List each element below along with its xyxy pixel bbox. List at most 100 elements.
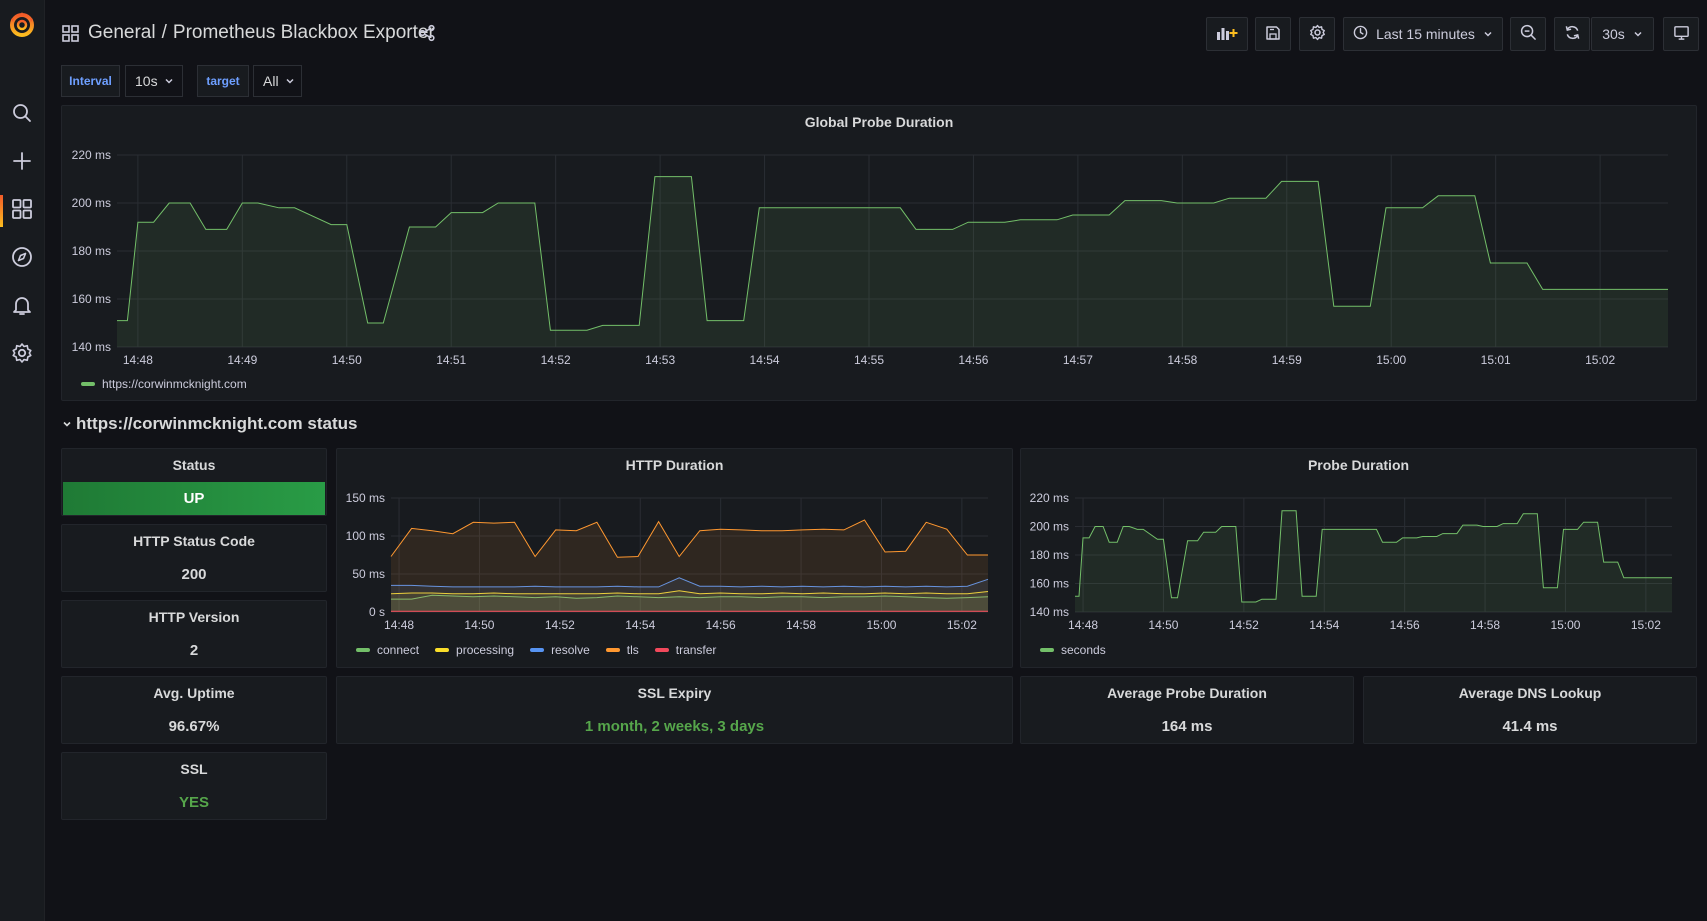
x-tick-label: 14:48 bbox=[1068, 618, 1098, 632]
series-line-resolve[interactable] bbox=[391, 577, 989, 588]
http-duration-panel: HTTP Duration 0 s 50 ms 100 ms 150 ms 14:48 1… bbox=[336, 448, 1013, 668]
stat-value: 164 ms bbox=[1161, 718, 1213, 735]
series-line-processing[interactable] bbox=[390, 590, 989, 595]
series-line-https-corwinmcknight-com[interactable] bbox=[117, 176, 1668, 331]
status-panel: Status UP bbox=[61, 448, 327, 516]
http-duration-chart[interactable]: 0 s 50 ms 100 ms 150 ms 14:48 14:50 14:52 14:54… bbox=[337, 449, 1014, 669]
active-indicator bbox=[0, 195, 3, 227]
zoom-out-button[interactable] bbox=[1510, 17, 1546, 51]
x-tick-label: 14:58 bbox=[786, 618, 816, 632]
time-range-label: Last 15 minutes bbox=[1376, 26, 1475, 42]
add-panel-button[interactable] bbox=[1206, 17, 1248, 51]
panel-title[interactable]: Probe Duration bbox=[1307, 457, 1410, 473]
settings-icon[interactable] bbox=[9, 340, 35, 366]
legend-item[interactable]: transfer bbox=[654, 643, 717, 657]
x-tick-label: 14:50 bbox=[464, 618, 494, 632]
panel-title[interactable]: HTTP Duration bbox=[625, 457, 724, 473]
x-tick-label: 14:54 bbox=[1309, 618, 1339, 632]
panel-title[interactable]: HTTP Version bbox=[148, 609, 240, 625]
stat-value: 41.4 ms bbox=[1502, 718, 1558, 735]
chart-legend: seconds bbox=[1040, 643, 1106, 657]
legend-swatch bbox=[356, 648, 370, 652]
panel-title[interactable]: Average DNS Lookup bbox=[1458, 685, 1602, 701]
legend-item[interactable]: tls bbox=[605, 643, 639, 657]
legend-item[interactable]: resolve bbox=[530, 643, 590, 657]
x-tick-label: 15:01 bbox=[1481, 353, 1511, 367]
legend-item[interactable]: seconds bbox=[1040, 643, 1106, 657]
x-tick-label: 15:02 bbox=[1631, 618, 1661, 632]
refresh-button[interactable] bbox=[1554, 17, 1590, 51]
legend-label: processing bbox=[456, 643, 515, 657]
tv-mode-button[interactable] bbox=[1663, 17, 1699, 51]
chevron-down-icon bbox=[285, 73, 295, 89]
refresh-interval-picker[interactable]: 30s bbox=[1591, 17, 1654, 51]
legend-swatch bbox=[654, 648, 669, 652]
series-line-tls[interactable] bbox=[390, 519, 988, 558]
target-variable-label: target bbox=[197, 65, 249, 97]
x-tick-label: 14:49 bbox=[227, 353, 257, 367]
legend-item[interactable]: connect bbox=[356, 643, 419, 657]
y-tick-label: 0 s bbox=[369, 605, 385, 619]
legend-item[interactable]: https://corwinmcknight.com bbox=[81, 377, 247, 391]
row-title: https://corwinmcknight.com status bbox=[76, 414, 358, 433]
grafana-logo[interactable] bbox=[7, 10, 37, 40]
y-tick-label: 150 ms bbox=[346, 491, 385, 505]
x-tick-label: 15:00 bbox=[1376, 353, 1406, 367]
plus-icon[interactable] bbox=[9, 148, 35, 174]
alerting-icon[interactable] bbox=[9, 292, 35, 318]
dashboard-title[interactable]: Prometheus Blackbox Exporter bbox=[172, 22, 435, 43]
chevron-down-icon bbox=[164, 73, 174, 89]
sidebar bbox=[0, 0, 45, 921]
panel-title[interactable]: Status bbox=[172, 457, 216, 473]
dashboards-icon[interactable] bbox=[9, 196, 35, 222]
x-tick-label: 14:48 bbox=[384, 618, 414, 632]
target-variable-select[interactable]: All bbox=[253, 65, 302, 97]
y-tick-label: 220 ms bbox=[1030, 491, 1069, 505]
y-tick-label: 50 ms bbox=[352, 567, 385, 581]
save-dashboard-button[interactable] bbox=[1255, 17, 1291, 51]
series-line-connect[interactable] bbox=[391, 594, 989, 600]
x-tick-label: 14:56 bbox=[1390, 618, 1420, 632]
ssl-expiry-panel: SSL Expiry 1 month, 2 weeks, 3 days bbox=[336, 676, 1013, 744]
y-tick-label: 140 ms bbox=[1030, 605, 1069, 619]
legend-label: connect bbox=[377, 643, 420, 657]
save-icon bbox=[1265, 25, 1281, 44]
refresh-interval-label: 30s bbox=[1602, 26, 1625, 42]
stat-value: 2 bbox=[189, 642, 199, 659]
global-probe-duration-chart[interactable]: 140 ms 160 ms 180 ms 200 ms 220 ms 14:48 14:49… bbox=[62, 106, 1698, 402]
x-tick-label: 15:00 bbox=[866, 618, 896, 632]
panel-title[interactable]: Global Probe Duration bbox=[804, 114, 954, 130]
interval-variable-label: Interval bbox=[61, 65, 120, 97]
x-tick-label: 14:58 bbox=[1167, 353, 1197, 367]
dashboard-settings-button[interactable] bbox=[1299, 17, 1335, 51]
panel-title[interactable]: Avg. Uptime bbox=[153, 685, 235, 701]
legend-label: resolve bbox=[551, 643, 590, 657]
time-picker-button[interactable]: Last 15 minutes bbox=[1343, 17, 1503, 51]
series-area-seconds bbox=[1075, 510, 1672, 612]
legend-swatch bbox=[435, 648, 450, 652]
breadcrumb-folder[interactable]: General bbox=[88, 22, 156, 43]
panel-title[interactable]: SSL Expiry bbox=[637, 685, 712, 701]
row-header[interactable]: https://corwinmcknight.com status bbox=[62, 414, 357, 434]
interval-variable-select[interactable]: 10s bbox=[125, 65, 183, 97]
stat-value: 96.67% bbox=[168, 718, 220, 735]
avg-uptime-panel: Avg. Uptime 96.67% bbox=[61, 676, 327, 744]
panel-title[interactable]: Average Probe Duration bbox=[1107, 685, 1267, 701]
legend-label: transfer bbox=[675, 643, 717, 657]
search-icon[interactable] bbox=[9, 100, 35, 126]
status-value: UP bbox=[63, 482, 325, 515]
x-tick-label: 14:54 bbox=[750, 353, 780, 367]
x-tick-label: 14:52 bbox=[1229, 618, 1259, 632]
y-tick-label: 180 ms bbox=[1030, 548, 1069, 562]
series-area-connect bbox=[391, 595, 988, 612]
explore-icon[interactable] bbox=[9, 244, 35, 270]
add-panel-icon bbox=[1216, 25, 1238, 44]
chevron-down-icon bbox=[1483, 26, 1493, 42]
legend-item[interactable]: processing bbox=[435, 643, 514, 657]
legend-swatch bbox=[530, 648, 545, 652]
probe-duration-chart[interactable]: 140 ms 160 ms 180 ms 200 ms 220 ms 14:48 14:50… bbox=[1021, 449, 1698, 669]
series-line-seconds[interactable] bbox=[1075, 510, 1672, 603]
share-icon[interactable] bbox=[418, 24, 436, 42]
panel-title[interactable]: SSL bbox=[180, 761, 208, 777]
panel-title[interactable]: HTTP Status Code bbox=[133, 533, 255, 549]
